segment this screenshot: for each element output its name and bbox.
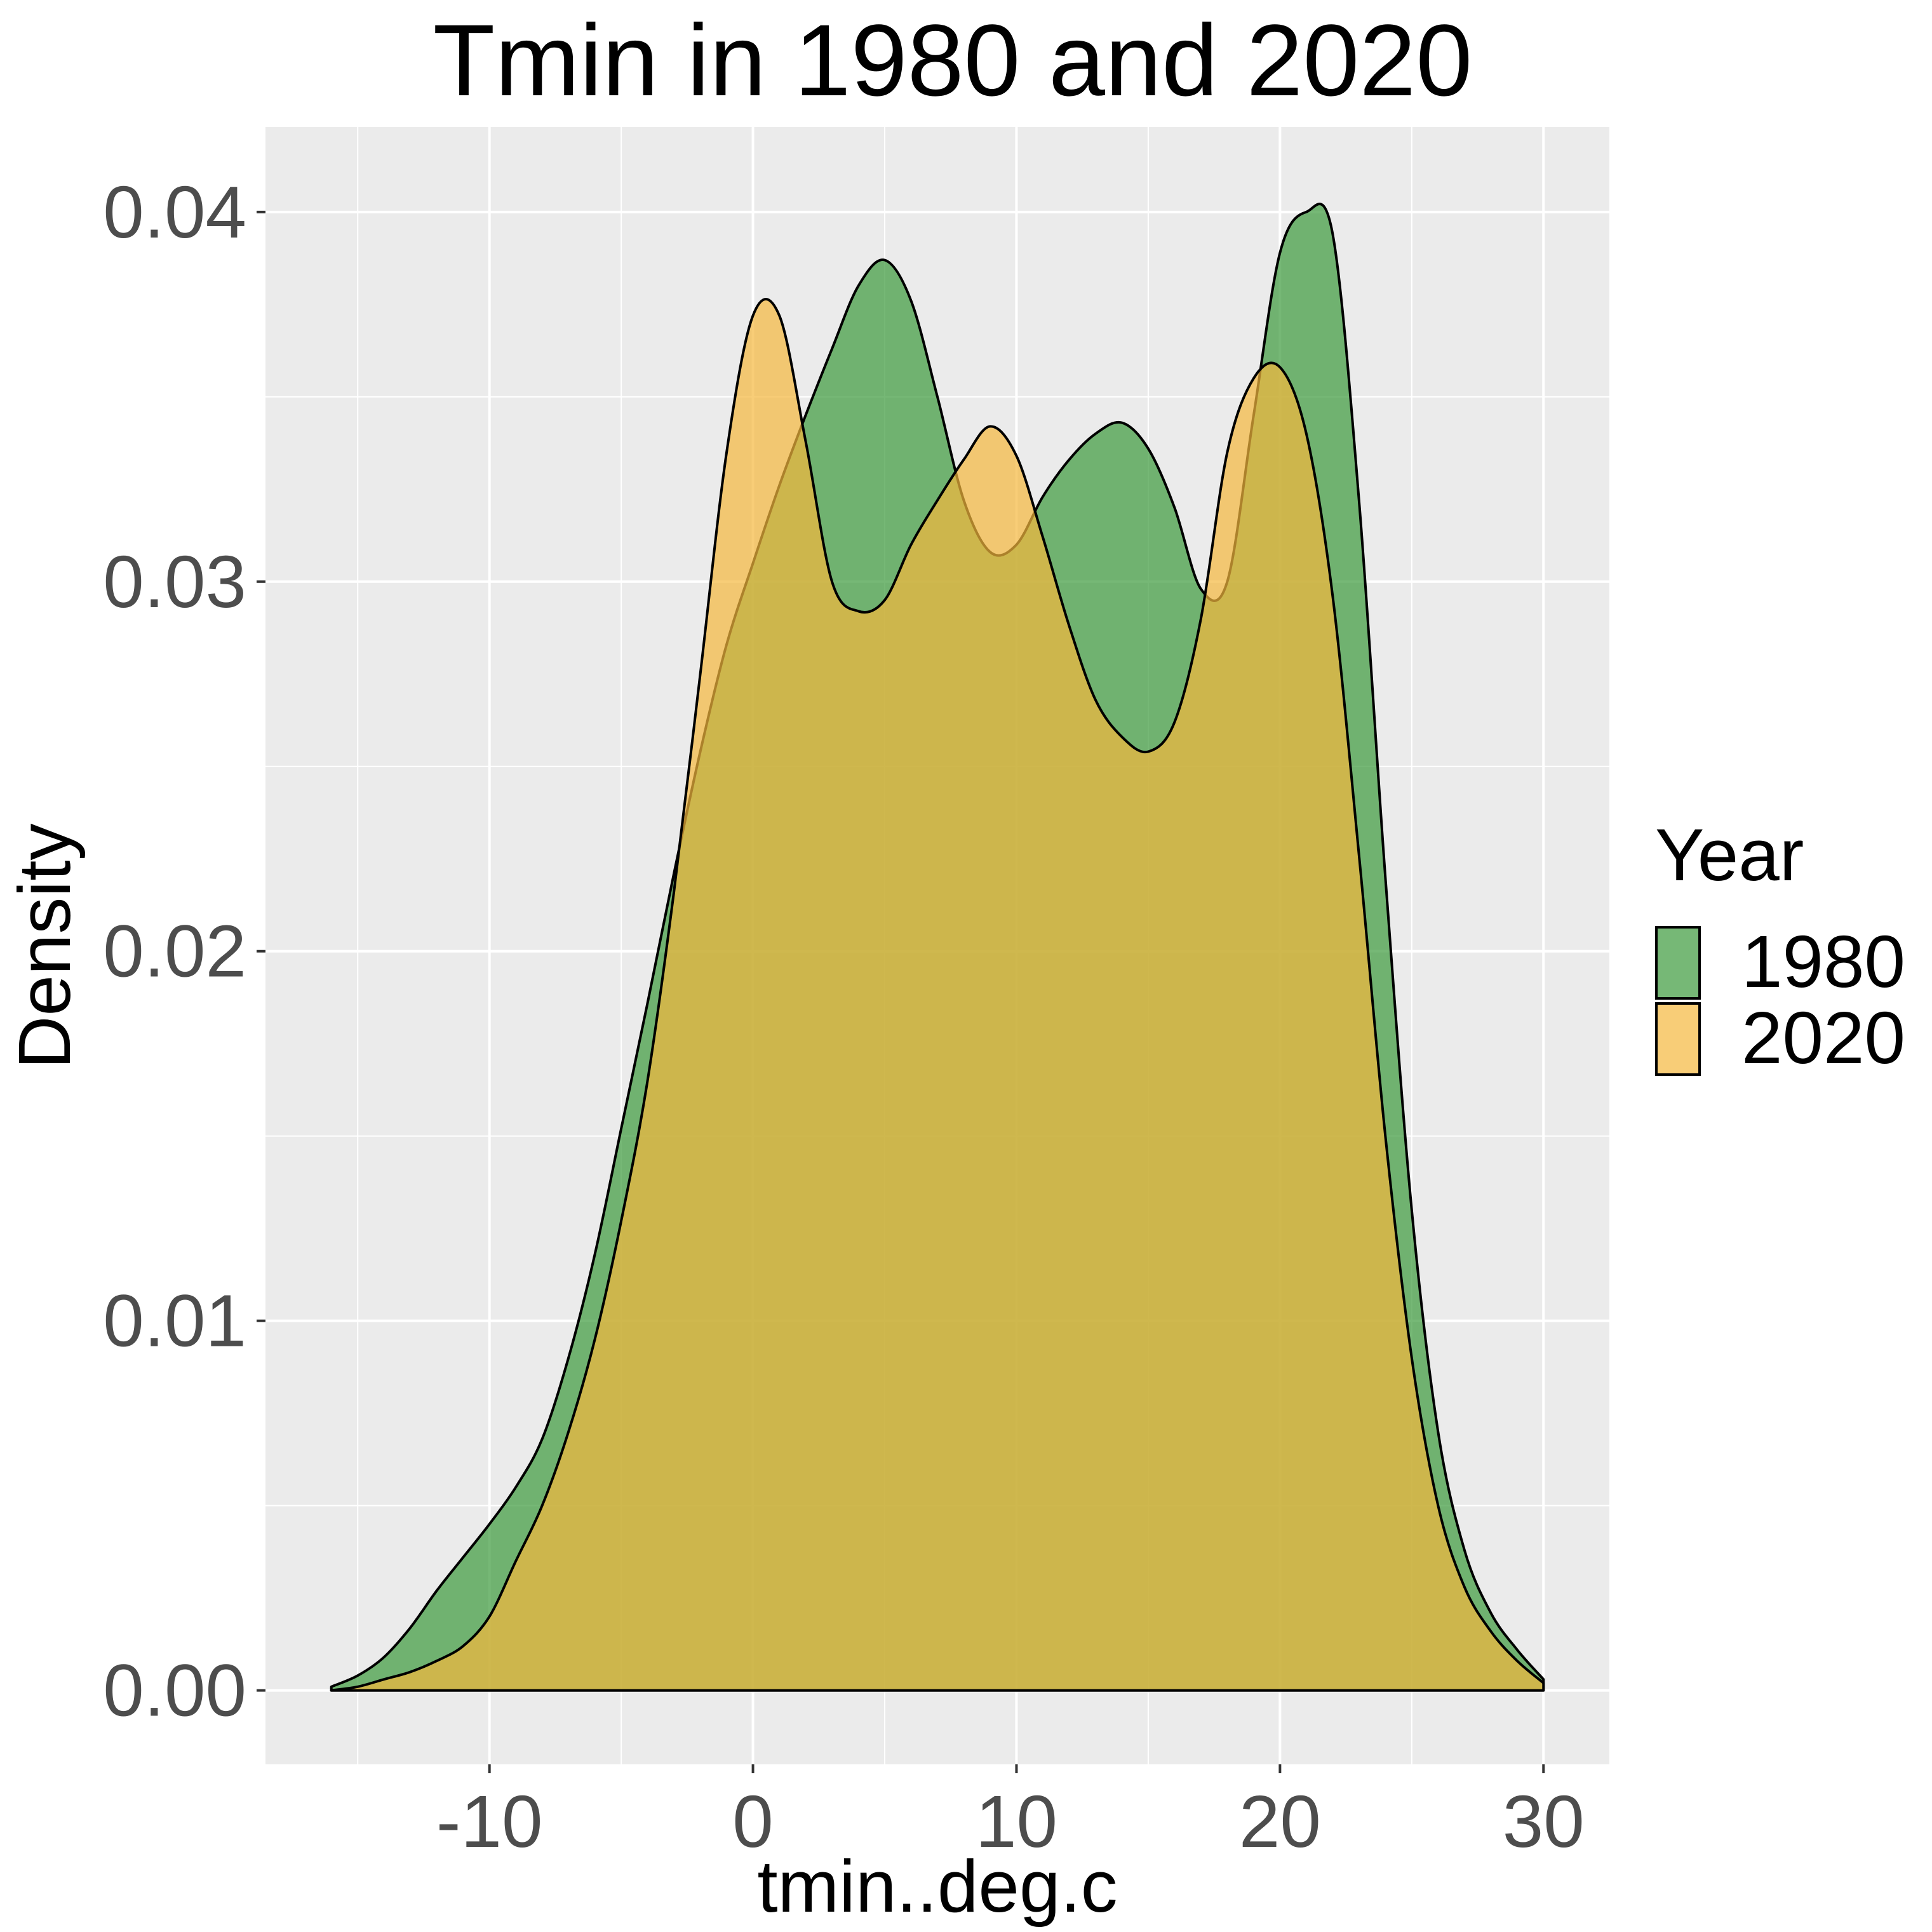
y-tick-label: 0.02 [103, 910, 246, 993]
density-areas [330, 203, 1545, 1692]
chart-title: Tmin in 1980 and 2020 [433, 3, 1473, 117]
legend-key-1980 [1655, 926, 1701, 1000]
density-area-2020 [330, 298, 1545, 1692]
y-tick-label: 0.04 [103, 171, 246, 253]
legend-label-2020: 2020 [1741, 996, 1905, 1079]
x-tick-label: 0 [732, 1780, 774, 1863]
axis-ticks: -10 0 10 20 30 0.00 0.01 0.02 0.03 0.04 [103, 171, 1585, 1863]
y-axis-title: Density [3, 824, 86, 1070]
legend-key-2020 [1655, 1002, 1701, 1076]
x-tick-label: -10 [436, 1780, 543, 1863]
legend-title: Year [1655, 814, 1804, 896]
y-tick-label: 0.01 [103, 1280, 246, 1362]
x-tick-label: 30 [1503, 1780, 1585, 1863]
x-axis-title: tmin..deg.c [757, 1845, 1117, 1928]
x-tick-label: 10 [976, 1780, 1057, 1863]
legend-label-1980: 1980 [1741, 920, 1905, 1003]
y-tick-label: 0.00 [103, 1649, 246, 1732]
y-tick-label: 0.03 [103, 540, 246, 623]
x-tick-label: 20 [1239, 1780, 1321, 1863]
